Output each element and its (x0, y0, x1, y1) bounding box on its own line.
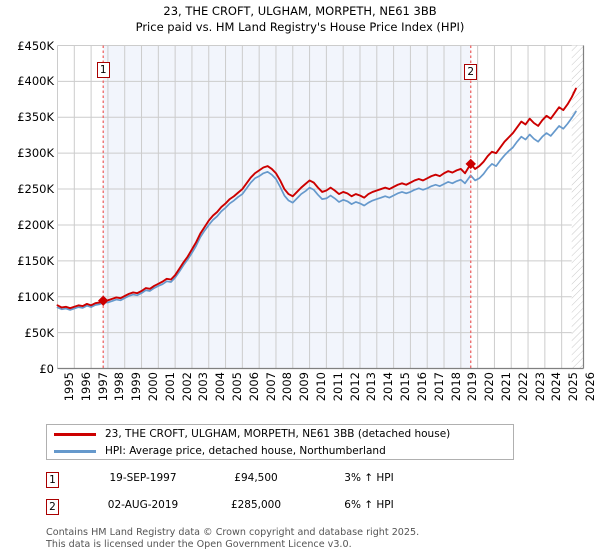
sales-table: 1 19-SEP-1997 £94,500 3% ↑ HPI 2 02-AUG-… (46, 470, 476, 524)
hpi-line-chart (56, 45, 585, 370)
y-tick-label: £450K (17, 38, 54, 53)
legend-item-hpi: HPI: Average price, detached house, Nort… (47, 442, 513, 460)
x-tick-label: 2002 (179, 372, 194, 402)
x-tick-label: 2011 (330, 372, 345, 402)
x-tick-label: 1999 (129, 372, 144, 402)
x-tick-label: 2008 (280, 372, 295, 402)
x-tick-label: 2000 (146, 372, 161, 402)
sale-date-2: 02-AUG-2019 (107, 499, 179, 511)
sale-hpi-delta-1: 3% ↑ HPI (344, 472, 394, 484)
x-tick-label: 2004 (213, 372, 228, 402)
x-tick-label: 2025 (566, 372, 581, 402)
x-tick-label: 2021 (498, 372, 513, 402)
x-tick-label: 2022 (515, 372, 530, 402)
table-row: 2 02-AUG-2019 £285,000 6% ↑ HPI (46, 497, 476, 524)
plot-area (56, 45, 585, 370)
legend-item-price-paid: 23, THE CROFT, ULGHAM, MORPETH, NE61 3BB… (47, 425, 513, 443)
sale-badge-1: 1 (46, 472, 59, 488)
x-tick-label: 2020 (482, 372, 497, 402)
x-tick-label: 2010 (314, 372, 329, 402)
sale-price-2: £285,000 (230, 499, 282, 511)
x-tick-label: 2019 (465, 372, 480, 402)
x-tick-label: 2009 (297, 372, 312, 402)
y-tick-label: £0 (39, 361, 54, 376)
x-tick-label: 2016 (414, 372, 429, 402)
page-title: 23, THE CROFT, ULGHAM, MORPETH, NE61 3BB (163, 4, 437, 18)
x-tick-label: 1995 (62, 372, 76, 402)
x-tick-label: 2014 (381, 372, 396, 402)
footer-line-1: Contains HM Land Registry data © Crown c… (46, 527, 420, 538)
page-subtitle: Price paid vs. HM Land Registry's House … (135, 20, 465, 34)
copyright-footer: Contains HM Land Registry data © Crown c… (46, 527, 586, 550)
legend-label-price-paid: 23, THE CROFT, ULGHAM, MORPETH, NE61 3BB… (105, 428, 451, 440)
x-tick-label: 2023 (532, 372, 547, 402)
x-tick-label: 2013 (364, 372, 379, 402)
x-tick-label: 2015 (398, 372, 413, 402)
x-tick-label: 1998 (112, 372, 127, 402)
table-row: 1 19-SEP-1997 £94,500 3% ↑ HPI (46, 470, 476, 497)
x-tick-label: 1996 (78, 372, 93, 402)
legend-swatch-price-paid (54, 433, 96, 436)
x-tick-label: 2018 (448, 372, 463, 402)
legend-swatch-hpi (54, 450, 96, 453)
sale-hpi-delta-2: 6% ↑ HPI (344, 499, 394, 511)
annotation-flag-2: 2 (464, 64, 478, 80)
y-axis-labels: £0 £50K £100K £150K £200K £250K £300K £350K £400… (0, 0, 54, 400)
y-tick-label: £100K (17, 289, 54, 304)
y-tick-label: £250K (17, 182, 54, 197)
x-tick-label: 2007 (263, 372, 278, 402)
footer-line-2: This data is licensed under the Open Gov… (46, 538, 352, 550)
sale-badge-2: 2 (46, 499, 59, 515)
y-tick-label: £350K (17, 110, 54, 125)
y-tick-label: £400K (17, 74, 54, 89)
x-tick-label: 2026 (582, 372, 597, 402)
sale-date-1: 19-SEP-1997 (109, 472, 177, 484)
x-tick-label: 2017 (431, 372, 446, 402)
y-tick-label: £200K (17, 217, 54, 232)
x-tick-label: 2006 (246, 372, 261, 402)
y-tick-label: £50K (24, 325, 55, 340)
x-tick-label: 2003 (196, 372, 211, 402)
x-tick-label: 2012 (347, 372, 362, 402)
chart-title-block: 23, THE CROFT, ULGHAM, MORPETH, NE61 3BB… (0, 3, 600, 35)
chart-legend: 23, THE CROFT, ULGHAM, MORPETH, NE61 3BB… (46, 424, 514, 460)
sale-price-1: £94,500 (234, 472, 278, 484)
y-tick-label: £150K (17, 253, 54, 268)
x-axis-labels: 1995 1996 1997 1998 1999 2000 2001 2002 2003 2004… (0, 368, 600, 418)
y-tick-label: £300K (17, 146, 54, 161)
x-tick-label: 2024 (549, 372, 564, 402)
x-tick-label: 2001 (162, 372, 177, 402)
x-tick-label: 1997 (95, 372, 110, 402)
x-tick-label: 2005 (230, 372, 245, 402)
legend-label-hpi: HPI: Average price, detached house, Nort… (105, 445, 386, 457)
annotation-flag-1: 1 (96, 62, 110, 78)
